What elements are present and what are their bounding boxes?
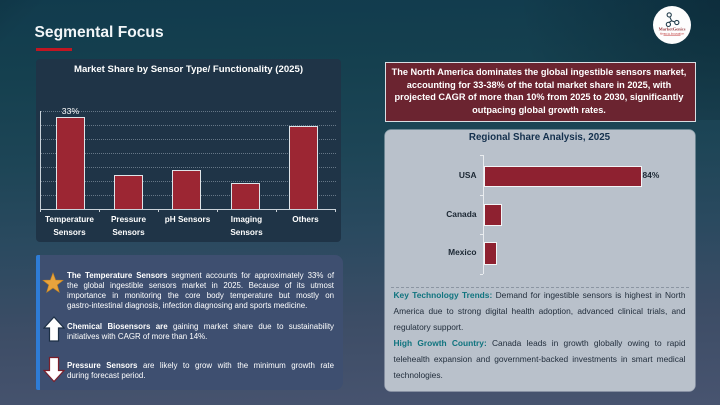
- svg-text:MarketGenics: MarketGenics: [658, 27, 685, 32]
- svg-text:Ideas to Innovation: Ideas to Innovation: [659, 31, 684, 35]
